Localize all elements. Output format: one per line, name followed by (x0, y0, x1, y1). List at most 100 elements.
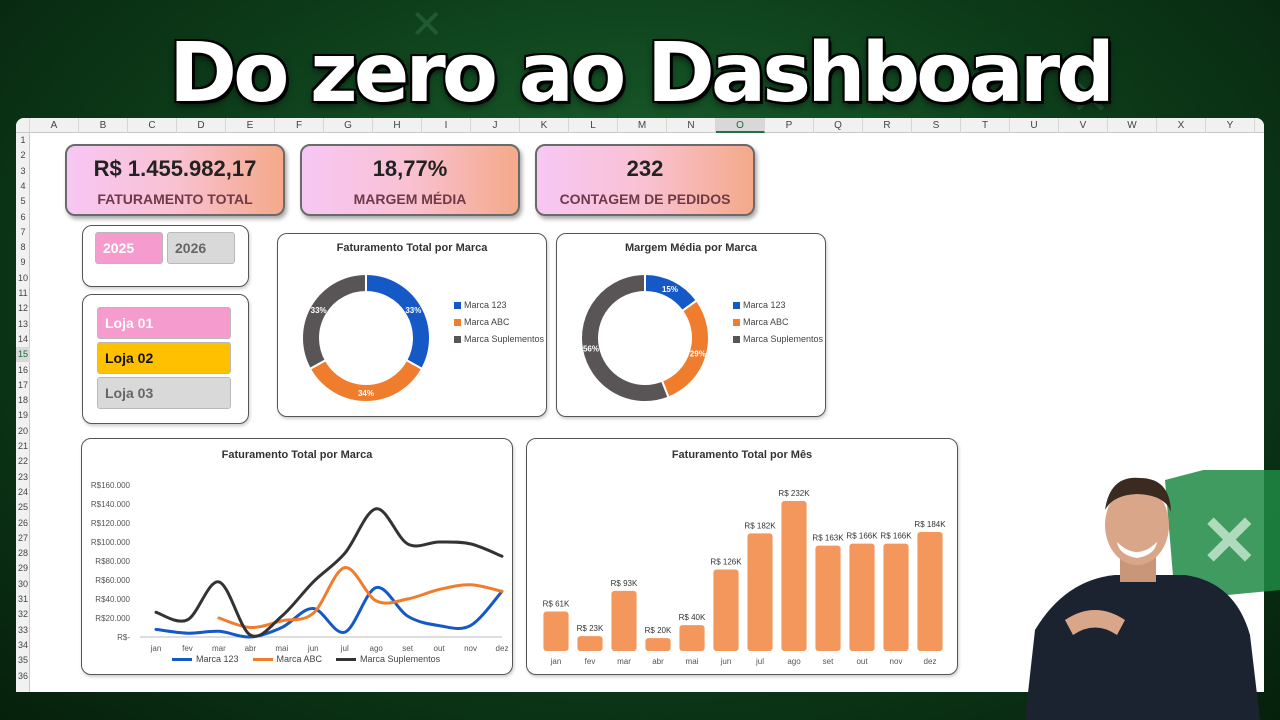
store-button-loja-01[interactable]: Loja 01 (97, 307, 231, 339)
line-series-1[interactable] (154, 586, 504, 639)
row-header-15[interactable]: 15 (16, 347, 30, 363)
year-button-2025[interactable]: 2025 (95, 232, 163, 264)
row-header-36[interactable]: 36 (17, 670, 28, 681)
column-header-a[interactable]: A (30, 118, 79, 133)
column-header-v[interactable]: V (1059, 118, 1108, 133)
row-header-12[interactable]: 12 (17, 303, 28, 314)
bar[interactable] (917, 532, 943, 651)
column-header-d[interactable]: D (177, 118, 226, 133)
bar-chart-faturamento-por-mes[interactable]: Faturamento Total por Mês R$ 61K jan R$ 23… (526, 438, 958, 675)
row-header-4[interactable]: 4 (20, 180, 26, 191)
row-header-14[interactable]: 14 (17, 333, 28, 344)
column-header-p[interactable]: P (765, 118, 814, 133)
column-header-g[interactable]: G (324, 118, 373, 133)
x-tick-label: jun (307, 644, 319, 653)
row-header-6[interactable]: 6 (20, 211, 26, 222)
column-header-x[interactable]: X (1157, 118, 1206, 133)
row-header-16[interactable]: 16 (17, 364, 28, 375)
column-header-k[interactable]: K (520, 118, 569, 133)
row-header-18[interactable]: 18 (17, 395, 28, 406)
line-series-2[interactable] (217, 566, 504, 630)
column-header-r[interactable]: R (863, 118, 912, 133)
bar-data-label: R$ 93K (611, 579, 638, 588)
bar[interactable] (645, 638, 671, 651)
column-header-w[interactable]: W (1108, 118, 1157, 133)
column-header-b[interactable]: B (79, 118, 128, 133)
row-header-27[interactable]: 27 (17, 532, 28, 543)
row-header-13[interactable]: 13 (17, 318, 28, 329)
row-header-33[interactable]: 33 (17, 624, 28, 635)
row-header-5[interactable]: 5 (20, 196, 26, 207)
column-header-m[interactable]: M (618, 118, 667, 133)
bar[interactable] (747, 533, 773, 651)
legend-item: Marca 123 (172, 651, 239, 668)
row-header-25[interactable]: 25 (17, 502, 28, 513)
column-header-y[interactable]: Y (1206, 118, 1255, 133)
row-header-23[interactable]: 23 (17, 471, 28, 482)
row-header-9[interactable]: 9 (20, 257, 26, 268)
year-button-2026[interactable]: 2026 (167, 232, 235, 264)
column-header-l[interactable]: L (569, 118, 618, 133)
select-all-corner[interactable] (16, 118, 30, 133)
column-header-h[interactable]: H (373, 118, 422, 133)
store-button-loja-03[interactable]: Loja 03 (97, 377, 231, 409)
column-header-q[interactable]: Q (814, 118, 863, 133)
row-header-11[interactable]: 11 (18, 288, 28, 298)
bar-data-label: R$ 163K (812, 534, 844, 543)
row-header-31[interactable]: 31 (17, 594, 28, 604)
bar[interactable] (815, 545, 841, 651)
x-tick-label: set (402, 644, 413, 653)
row-header-7[interactable]: 7 (20, 226, 26, 237)
row-header-26[interactable]: 26 (17, 517, 28, 528)
store-button-loja-02[interactable]: Loja 02 (97, 342, 231, 374)
row-header-35[interactable]: 35 (17, 655, 28, 666)
donut-slice-1[interactable] (365, 272, 431, 371)
column-header-j[interactable]: J (471, 118, 520, 133)
bar[interactable] (781, 501, 807, 651)
donut-chart-margem-por-marca[interactable]: Margem Média por Marca 15% 29% 56% Marca 1… (556, 233, 826, 417)
column-header-t[interactable]: T (961, 118, 1010, 133)
row-header-21[interactable]: 21 (17, 441, 28, 451)
row-header-2[interactable]: 2 (20, 150, 26, 161)
x-tick-label: mar (212, 644, 226, 653)
kpi-label: MARGEM MÉDIA (353, 191, 467, 207)
line-chart-faturamento-por-marca[interactable]: Faturamento Total por Marca R$- R$20.000 R… (81, 438, 513, 675)
row-header-29[interactable]: 29 (17, 563, 28, 574)
column-header-e[interactable]: E (226, 118, 275, 133)
bar[interactable] (883, 543, 909, 651)
row-header-28[interactable]: 28 (17, 548, 28, 559)
column-header-i[interactable]: I (422, 118, 471, 133)
donut-chart-faturamento-por-marca[interactable]: Faturamento Total por Marca 33% 34% 33% Ma… (277, 233, 547, 417)
kpi-card-margem: 18,77% MARGEM MÉDIA (300, 144, 520, 216)
column-header-c[interactable]: C (128, 118, 177, 133)
line-series-3[interactable] (154, 507, 504, 638)
row-header-30[interactable]: 30 (17, 578, 28, 589)
bar[interactable] (543, 611, 569, 651)
row-header-19[interactable]: 19 (17, 410, 28, 421)
bar[interactable] (611, 590, 637, 651)
bar[interactable] (849, 543, 875, 651)
donut-slice-3[interactable] (580, 272, 670, 403)
bar[interactable] (577, 636, 603, 651)
bar[interactable] (679, 625, 705, 651)
row-header-24[interactable]: 24 (17, 486, 28, 497)
column-header-n[interactable]: N (667, 118, 716, 133)
row-header-34[interactable]: 34 (17, 639, 28, 650)
row-header-17[interactable]: 17 (17, 379, 28, 390)
row-header-32[interactable]: 32 (17, 609, 28, 620)
row-header-1[interactable]: 1 (20, 135, 26, 145)
donut-slice-3[interactable] (301, 272, 367, 371)
column-header-u[interactable]: U (1010, 118, 1059, 133)
row-header-20[interactable]: 20 (17, 425, 28, 436)
legend-label: Marca 123 (464, 300, 507, 310)
row-header-22[interactable]: 22 (17, 456, 28, 467)
column-header-o[interactable]: O (716, 118, 765, 133)
column-header-f[interactable]: F (275, 118, 324, 133)
row-header-10[interactable]: 10 (17, 272, 28, 283)
row-header-8[interactable]: 8 (20, 242, 26, 253)
bar[interactable] (713, 569, 739, 651)
column-header-s[interactable]: S (912, 118, 961, 133)
legend-item: Marca Suplementos (454, 331, 544, 348)
row-header-3[interactable]: 3 (20, 165, 26, 176)
